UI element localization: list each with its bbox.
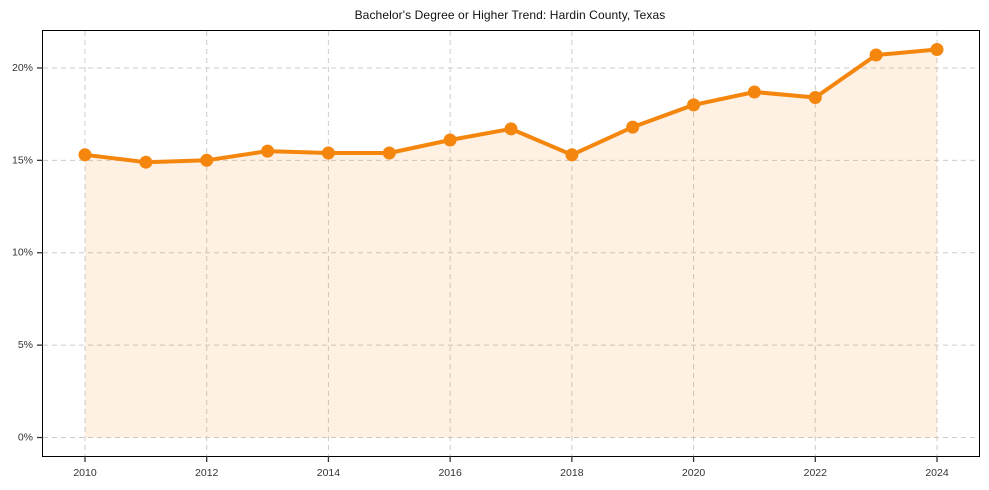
x-axis-tick-label: 2020 (682, 467, 706, 479)
data-point-marker (565, 148, 579, 162)
plot-svg: 0% 5% 10% 15% 20% 2010 2012 2014 2016 2018 2020 202… (12, 31, 979, 479)
data-point-marker (626, 120, 640, 134)
data-point-marker (139, 155, 153, 169)
x-axis-tick-label: 2012 (195, 467, 219, 479)
x-axis-tick-label: 2018 (560, 467, 584, 479)
x-axis-tick-label: 2014 (317, 467, 341, 479)
data-point-marker (687, 98, 701, 112)
data-point-marker (321, 146, 335, 160)
y-axis-tick-label: 20% (12, 62, 33, 74)
data-point-marker (930, 43, 944, 56)
data-point-marker (504, 122, 518, 136)
x-axis-tick-label: 2022 (804, 467, 828, 479)
x-axis-tick-label: 2016 (438, 467, 462, 479)
data-point-marker (869, 48, 883, 62)
y-axis-tick-label: 5% (18, 339, 33, 351)
data-point-marker (200, 153, 214, 167)
data-point-marker (382, 146, 396, 160)
y-axis-tick-label: 15% (12, 154, 33, 166)
x-axis-tick-label: 2010 (73, 467, 97, 479)
chart-title: Bachelor's Degree or Higher Trend: Hardi… (354, 8, 666, 22)
y-axis-tick-label: 10% (12, 247, 33, 259)
data-point-marker (808, 91, 822, 104)
data-point-marker (443, 133, 457, 147)
area-fill (84, 49, 938, 438)
data-point-marker (261, 144, 275, 158)
data-point-marker (78, 148, 92, 162)
data-point-marker (747, 85, 761, 99)
y-axis-tick-label: 0% (18, 432, 33, 444)
x-axis-tick-label: 2024 (925, 467, 949, 479)
plot-area: 0% 5% 10% 15% 20% 2010 2012 2014 2016 2018 2020 202… (12, 30, 980, 479)
